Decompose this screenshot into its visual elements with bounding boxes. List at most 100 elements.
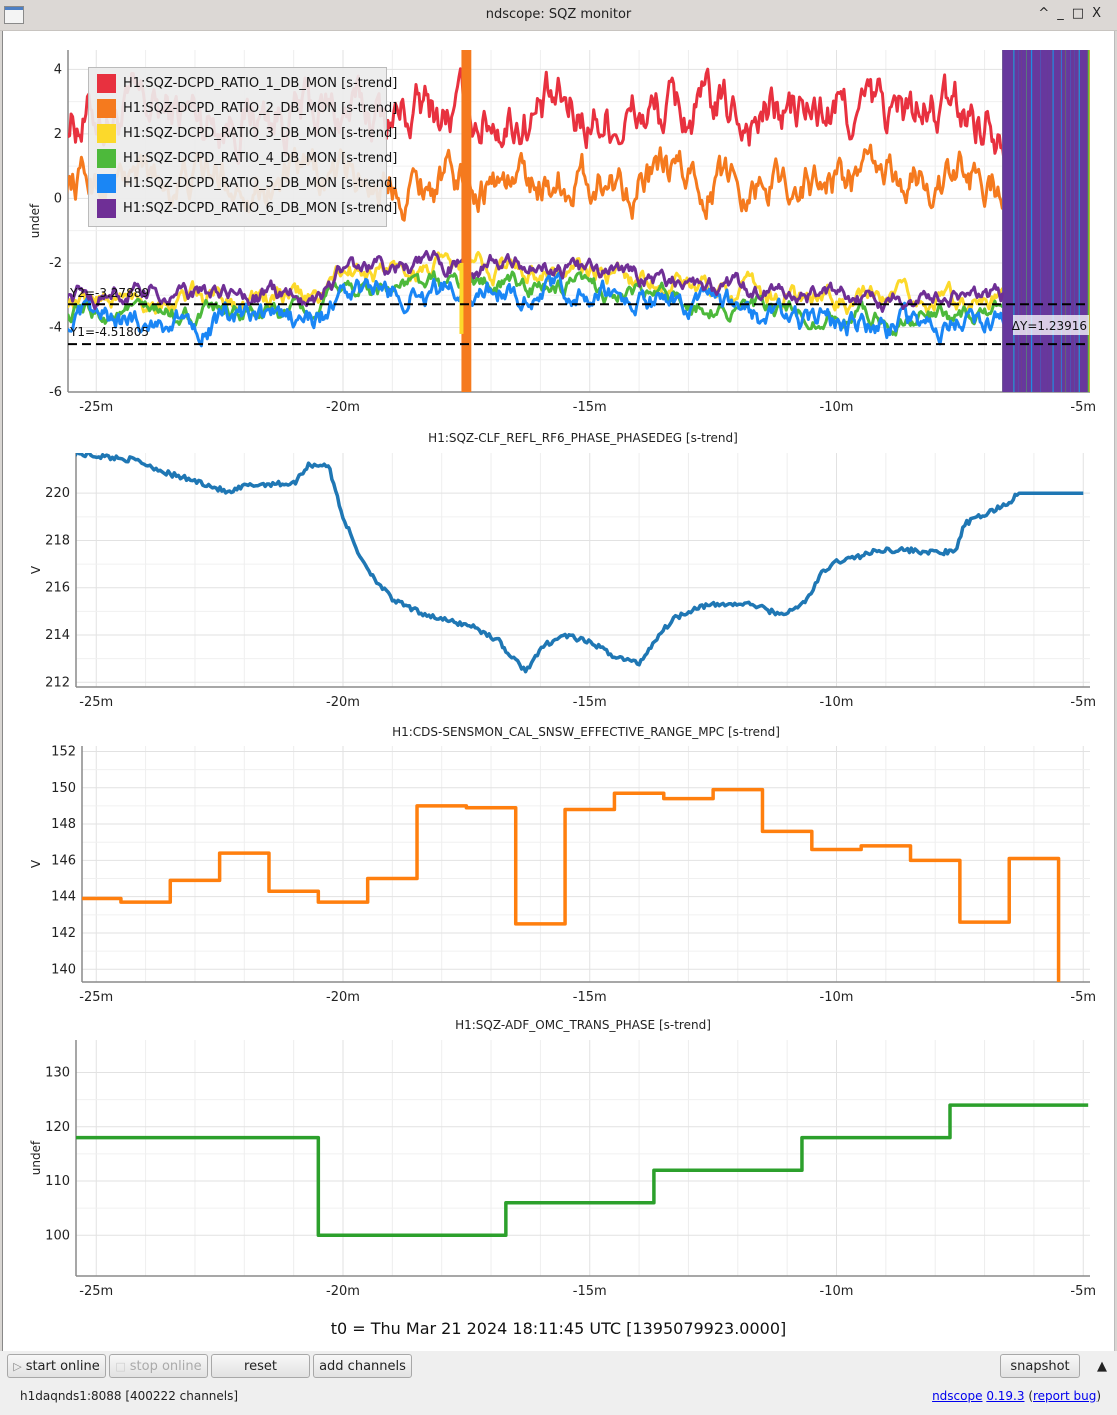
ndscope-link[interactable]: ndscope [932,1389,983,1403]
plot-data-group [68,50,1090,392]
plot-data-group [76,453,1084,674]
cursor-label-y1: Y1=-4.51805 [69,325,149,339]
plot-title: H1:CDS-SENSMON_CAL_SNSW_EFFECTIVE_RANGE_… [392,725,780,739]
cursor-label-delta: ΔY=1.23916 [1012,319,1087,333]
y-tick-label: 110 [45,1174,70,1189]
play-icon: ▷ [13,1360,22,1373]
plots-canvas[interactable]: -6 -4 -2 0 2 4 -25m -20m -15m -10m -5m undef Y2=-3.2… [0,0,1117,1350]
x-tick-label: -15m [573,990,607,1005]
series-line-5 [68,271,1006,348]
x-tick-label: -5m [1070,695,1096,710]
series-line-3 [68,250,1004,316]
t0-label: t0 = Thu Mar 21 2024 18:11:45 UTC [13950… [330,1319,787,1338]
snapshot-button[interactable]: snapshot [1000,1354,1080,1378]
x-tick-label: -5m [1070,1284,1096,1299]
x-tick-label: -10m [820,1284,854,1299]
legend-item[interactable]: H1:SQZ-DCPD_RATIO_1_DB_MON [s-trend] [97,74,397,94]
x-tick-label: -20m [326,990,360,1005]
legend-swatch [97,124,116,143]
x-tick-label: -10m [820,990,854,1005]
x-tick-label: -5m [1070,400,1096,415]
cursor-label-y2: Y2=-3.27889 [69,286,149,300]
x-tick-label: -25m [79,400,113,415]
legend-item[interactable]: H1:SQZ-DCPD_RATIO_6_DB_MON [s-trend] [97,199,397,219]
legend-item[interactable]: H1:SQZ-DCPD_RATIO_2_DB_MON [s-trend] [97,99,397,119]
add-channels-button[interactable]: add channels [313,1354,412,1378]
plot-panel-1: -6 -4 -2 0 2 4 -25m -20m -15m -10m -5m undef Y2=-3.2… [28,50,1096,415]
legend-label: H1:SQZ-DCPD_RATIO_3_DB_MON [s-trend] [123,126,398,141]
legend-swatch [97,199,116,218]
series-line [82,787,1061,982]
version-link[interactable]: 0.19.3 [986,1389,1025,1403]
legend-label: H1:SQZ-DCPD_RATIO_1_DB_MON [s-trend] [123,76,398,91]
y-tick-label: 130 [45,1066,70,1081]
window-maximize-icon[interactable]: □ [1071,6,1093,21]
y-tick-label: 100 [45,1228,70,1243]
glitch-spike-yellow [459,262,464,334]
plot-panel-2: 212 214 216 218 220 -25m -20m -15m -10m -5m V H1:SQ… [29,431,1096,710]
y-tick-label: -6 [49,385,62,400]
window-controls: ^_□X [1038,6,1109,21]
legend-label: H1:SQZ-DCPD_RATIO_5_DB_MON [s-trend] [123,176,398,191]
plot-data-group [76,1103,1089,1238]
legend-swatch [97,99,116,118]
y-axis-label: V [29,565,43,574]
plot1-legend[interactable]: H1:SQZ-DCPD_RATIO_1_DB_MON [s-trend] H1:… [88,67,397,227]
window-close-icon[interactable]: X [1092,6,1109,21]
reset-button[interactable]: reset [211,1354,310,1378]
legend-item[interactable]: H1:SQZ-DCPD_RATIO_3_DB_MON [s-trend] [97,124,397,144]
x-tick-label: -20m [326,695,360,710]
collapse-arrow-icon[interactable]: ▲ [1097,1359,1107,1374]
start-online-button[interactable]: ▷ start online [7,1354,106,1378]
server-status: h1daqnds1:8088 [400222 channels] [20,1389,239,1403]
y-axis-label: undef [29,1140,43,1175]
stop-online-button[interactable]: □ stop online [109,1354,208,1378]
y-tick-label: 2 [54,127,62,142]
x-tick-label: -25m [79,695,113,710]
plot-panel-4: 100 110 120 130 -25m -20m -15m -10m -5m undef H1:S… [29,1018,1096,1299]
y-axis-label: V [29,859,43,868]
window-title: ndscope: SQZ monitor [485,7,632,22]
x-tick-label: -15m [573,1284,607,1299]
x-tick-label: -20m [326,400,360,415]
plot-title: H1:SQZ-CLF_REFL_RF6_PHASE_PHASEDEG [s-tr… [428,431,738,445]
legend-swatch [97,74,116,93]
series-line [76,453,1084,674]
y-tick-label: 0 [54,191,62,206]
legend-swatch [97,149,116,168]
x-tick-label: -25m [79,990,113,1005]
y-tick-label: 120 [45,1120,70,1135]
x-tick-label: -15m [573,695,607,710]
y-axis-label: undef [28,203,42,238]
x-tick-label: -20m [326,1284,360,1299]
legend-item[interactable]: H1:SQZ-DCPD_RATIO_5_DB_MON [s-trend] [97,174,397,194]
y-tick-label: 148 [51,817,76,832]
y-tick-label: 212 [45,675,70,690]
y-tick-label: -4 [49,320,62,335]
series-line-6 [68,249,1004,313]
x-tick-label: -10m [820,695,854,710]
legend-swatch [97,174,116,193]
glitch-band-6 [1002,50,1088,392]
y-tick-label: 214 [45,628,70,643]
report-bug-link[interactable]: report bug [1033,1389,1097,1403]
y-tick-label: 152 [51,744,76,759]
y-tick-label: 216 [45,581,70,596]
y-tick-label: 144 [51,890,76,905]
cursor-delta-bg [1013,315,1089,335]
y-tick-label: 142 [51,926,76,941]
x-tick-label: -5m [1070,990,1096,1005]
plot-area-container [2,31,1115,1413]
version-info: ndscope 0.19.3 (report bug) [932,1389,1101,1403]
stop-icon: □ [115,1360,126,1373]
stop-online-label: stop online [129,1359,202,1374]
y-tick-label: 4 [54,62,62,77]
legend-item[interactable]: H1:SQZ-DCPD_RATIO_4_DB_MON [s-trend] [97,149,397,169]
legend-label: H1:SQZ-DCPD_RATIO_2_DB_MON [s-trend] [123,101,398,116]
window-minimize-icon[interactable]: _ [1057,6,1072,21]
y-tick-label: 140 [51,962,76,977]
plot-panel-3: 140 142 144 146 148 150 152 -25m -20m -15m -10m -5m… [29,725,1096,1005]
app-window-icon[interactable] [4,6,24,24]
bottom-toolbar: ▷ start online □ stop online reset add cha… [0,1351,1117,1415]
window-shade-icon[interactable]: ^ [1038,6,1058,21]
